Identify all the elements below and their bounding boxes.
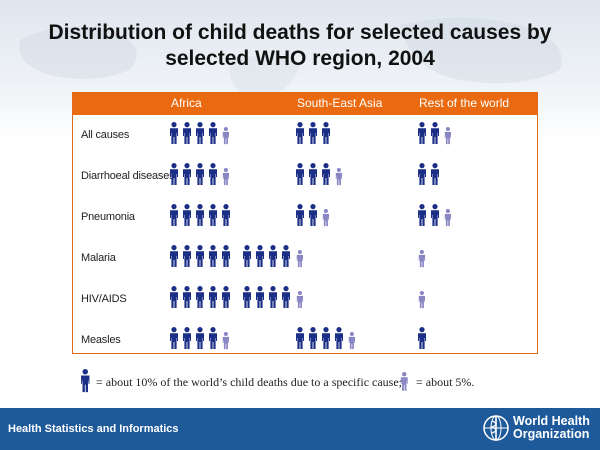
person-full-icon: [282, 286, 290, 308]
person-full-icon: [170, 163, 178, 185]
person-full-icon: [296, 327, 304, 349]
chart-title: Distribution of child deaths for selecte…: [0, 20, 600, 72]
person-full-icon: [418, 204, 426, 226]
person-full-icon: [309, 163, 317, 185]
person-half-icon: [418, 250, 426, 268]
legend-full-figure-icon: [81, 369, 90, 393]
person-full-icon: [209, 163, 217, 185]
person-full-icon: [209, 286, 217, 308]
person-full-icon: [170, 122, 178, 144]
legend-person-full-icon: [81, 369, 90, 393]
person-full-icon: [309, 204, 317, 226]
person-half-icon: [222, 332, 230, 350]
person-full-icon: [296, 204, 304, 226]
person-full-icon: [183, 286, 191, 308]
person-half-icon: [444, 209, 452, 227]
who-name-line2: Organization: [513, 427, 590, 441]
chart-title-line2: selected WHO region, 2004: [165, 47, 435, 70]
legend-full-text: = about 10% of the world’s child deaths …: [96, 375, 403, 389]
person-full-icon: [431, 122, 439, 144]
who-name: World Health Organization: [513, 415, 590, 441]
legend-half-figure-icon: [400, 372, 408, 391]
person-full-icon: [209, 245, 217, 267]
person-half-icon: [296, 250, 304, 268]
person-full-icon: [282, 245, 290, 267]
person-full-icon: [418, 327, 426, 349]
person-full-icon: [170, 327, 178, 349]
person-full-icon: [183, 163, 191, 185]
person-full-icon: [196, 163, 204, 185]
who-name-line1: World Health: [513, 414, 590, 428]
person-full-icon: [222, 204, 230, 226]
person-full-icon: [243, 286, 251, 308]
who-emblem-icon: [483, 415, 509, 441]
person-full-icon: [269, 286, 277, 308]
person-full-icon: [183, 204, 191, 226]
legend-half-text: = about 5%.: [416, 375, 475, 389]
world-map-decoration: [19, 17, 562, 100]
person-full-icon: [170, 286, 178, 308]
person-full-icon: [335, 327, 343, 349]
person-full-icon: [183, 245, 191, 267]
person-full-icon: [418, 122, 426, 144]
person-half-icon: [222, 168, 230, 186]
person-full-icon: [183, 327, 191, 349]
footer-department-label: Health Statistics and Informatics: [8, 423, 179, 435]
person-full-icon: [243, 245, 251, 267]
table-header: Africa South-East Asia Rest of the world: [73, 93, 537, 115]
footer-bar: Health Statistics and Informatics World …: [0, 408, 600, 450]
person-half-icon: [348, 332, 356, 350]
person-full-icon: [196, 245, 204, 267]
person-full-icon: [309, 327, 317, 349]
person-full-icon: [170, 204, 178, 226]
row-label-malaria: Malaria: [81, 252, 116, 264]
person-half-icon: [222, 127, 230, 145]
row-label-diarrhoeal-diseases: Diarrhoeal diseases: [81, 170, 175, 182]
person-half-icon: [296, 291, 304, 309]
person-full-icon: [309, 122, 317, 144]
person-full-icon: [209, 204, 217, 226]
legend-person-half-icon: [400, 372, 408, 391]
person-full-icon: [322, 163, 330, 185]
row-label-all-causes: All causes: [81, 129, 130, 141]
column-header-africa: Africa: [171, 96, 202, 110]
column-header-rest-of-world: Rest of the world: [419, 96, 510, 110]
person-half-icon: [418, 291, 426, 309]
person-half-icon: [335, 168, 343, 186]
person-half-icon: [322, 209, 330, 227]
person-full-icon: [222, 286, 230, 308]
person-full-icon: [196, 327, 204, 349]
chart-title-line1: Distribution of child deaths for selecte…: [48, 21, 552, 44]
person-full-icon: [296, 122, 304, 144]
person-full-icon: [209, 327, 217, 349]
person-half-icon: [444, 127, 452, 145]
person-full-icon: [209, 122, 217, 144]
person-full-icon: [322, 122, 330, 144]
person-full-icon: [269, 245, 277, 267]
person-full-icon: [196, 286, 204, 308]
person-full-icon: [196, 204, 204, 226]
person-full-icon: [222, 245, 230, 267]
person-full-icon: [431, 204, 439, 226]
row-label-measles: Measles: [81, 334, 121, 346]
person-full-icon: [183, 122, 191, 144]
person-full-icon: [196, 122, 204, 144]
person-full-icon: [170, 245, 178, 267]
person-full-icon: [256, 286, 264, 308]
person-full-icon: [256, 245, 264, 267]
person-full-icon: [418, 163, 426, 185]
person-full-icon: [322, 327, 330, 349]
column-header-south-east-asia: South-East Asia: [297, 96, 383, 110]
person-full-icon: [296, 163, 304, 185]
pictogram-marks: [170, 122, 452, 350]
row-label-hiv-aids: HIV/AIDS: [81, 293, 127, 305]
pictogram-table: Africa South-East Asia Rest of the world…: [72, 92, 538, 354]
person-full-icon: [431, 163, 439, 185]
row-label-pneumonia: Pneumonia: [81, 211, 135, 223]
